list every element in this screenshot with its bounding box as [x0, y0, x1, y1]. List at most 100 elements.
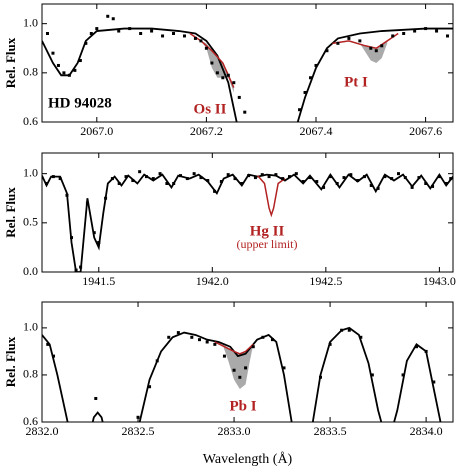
- observed-point: [56, 63, 60, 67]
- observed-point: [92, 231, 96, 235]
- observed-point: [213, 189, 217, 193]
- observed-point: [222, 354, 226, 358]
- observed-point: [62, 71, 66, 75]
- observed-point: [199, 39, 203, 43]
- observed-point: [232, 81, 236, 85]
- observed-point: [274, 173, 278, 177]
- observed-point: [158, 172, 162, 176]
- observed-point: [204, 46, 208, 50]
- x-tick-label: 2832.5: [122, 424, 155, 438]
- observed-point: [314, 63, 318, 67]
- observed-point: [79, 265, 83, 269]
- x-tick-label: 1941.5: [82, 274, 115, 288]
- observed-point: [226, 173, 230, 177]
- observed-point: [298, 108, 302, 112]
- observed-point: [315, 180, 319, 184]
- y-tick-label: 0.0: [23, 264, 38, 278]
- observed-point: [179, 174, 183, 178]
- observed-point: [308, 176, 312, 180]
- observed-point: [74, 268, 78, 272]
- observed-point: [374, 49, 378, 53]
- observed-point: [424, 349, 428, 353]
- x-tick-label: 1942.5: [309, 274, 342, 288]
- y-axis-label: Rel. Flux: [3, 37, 18, 88]
- observed-point: [251, 345, 255, 349]
- observed-point: [73, 68, 77, 72]
- observed-point: [362, 175, 366, 179]
- observed-point: [197, 338, 201, 342]
- abundance-line: [332, 32, 399, 50]
- observed-point: [240, 181, 244, 185]
- observed-point: [148, 385, 152, 389]
- observed-point: [51, 175, 55, 179]
- observed-point: [221, 76, 225, 80]
- observed-point: [161, 34, 165, 38]
- observed-point: [342, 176, 346, 180]
- observed-point: [117, 29, 121, 33]
- observed-point: [410, 185, 414, 189]
- x-tick-label: 2067.2: [190, 124, 223, 138]
- observed-point: [336, 41, 340, 45]
- abundance-line: [257, 175, 286, 218]
- observed-point: [309, 76, 313, 80]
- observed-point: [139, 32, 143, 35]
- x-axis-label: Wavelength (Å): [203, 451, 293, 467]
- observed-point: [424, 181, 428, 185]
- annotation: (upper limit): [237, 237, 298, 251]
- observed-point: [199, 176, 203, 180]
- observed-point: [192, 172, 196, 176]
- observed-point: [424, 27, 428, 31]
- observed-point: [124, 175, 128, 179]
- observed-point: [417, 176, 421, 180]
- observed-point: [237, 95, 241, 99]
- observed-point: [95, 27, 99, 31]
- x-tick-label: 1943.0: [423, 274, 456, 288]
- observed-point: [449, 177, 453, 181]
- x-tick-label: 2067.6: [409, 124, 442, 138]
- y-tick-label: 0.6: [23, 414, 38, 428]
- observed-point: [176, 331, 180, 335]
- abundance-line: [189, 32, 235, 88]
- observed-point: [172, 181, 176, 185]
- observed-point: [402, 32, 406, 35]
- observed-point: [294, 172, 298, 176]
- observed-point: [238, 375, 242, 379]
- x-tick-label: 2834.0: [410, 424, 443, 438]
- observed-point: [185, 177, 189, 181]
- observed-point: [151, 177, 155, 181]
- axes-frame: [41, 301, 454, 423]
- observed-point: [138, 170, 142, 174]
- observed-point: [213, 342, 217, 346]
- observed-point: [376, 186, 380, 190]
- observed-point: [46, 342, 50, 346]
- observed-point: [260, 173, 264, 177]
- observed-point: [67, 73, 71, 77]
- annotation: Pt I: [344, 74, 368, 90]
- observed-point: [70, 236, 74, 240]
- observed-point: [182, 34, 186, 38]
- observed-point: [397, 172, 401, 176]
- observed-point: [233, 177, 237, 181]
- observed-point: [390, 177, 394, 181]
- annotation: HD 94028: [48, 95, 112, 111]
- observed-point: [282, 366, 286, 370]
- observed-point: [226, 73, 230, 77]
- observed-point: [165, 181, 169, 185]
- observed-point: [167, 335, 171, 339]
- observed-point: [193, 36, 197, 40]
- observed-point: [243, 110, 247, 114]
- observed-point: [172, 32, 176, 35]
- observed-point: [401, 373, 405, 377]
- observed-point: [347, 36, 351, 40]
- observed-point: [431, 184, 435, 188]
- observed-point: [301, 180, 305, 184]
- observed-point: [340, 328, 344, 332]
- x-tick-label: 1942.0: [196, 274, 229, 288]
- abundance-band: [200, 40, 234, 93]
- plot-area: [42, 326, 442, 422]
- observed-point: [97, 240, 101, 244]
- observed-point: [437, 175, 441, 179]
- annotation: Hg II: [250, 223, 285, 239]
- observed-point: [58, 177, 62, 181]
